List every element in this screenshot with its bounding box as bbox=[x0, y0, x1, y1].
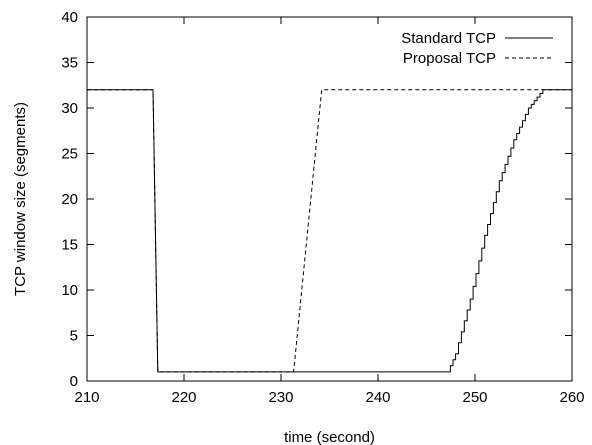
series-line-standard-tcp bbox=[87, 89, 572, 373]
y-axis-title: TCP window size (segments) bbox=[12, 102, 29, 296]
x-tick-label-220: 220 bbox=[171, 389, 196, 406]
x-tick-label-230: 230 bbox=[268, 389, 293, 406]
y-tick-label-40: 40 bbox=[61, 9, 78, 26]
legend-label-standard-tcp: Standard TCP bbox=[401, 30, 496, 47]
plot-frame bbox=[86, 16, 573, 382]
y-tick-label-30: 30 bbox=[61, 100, 78, 117]
y-tick-label-5: 5 bbox=[70, 328, 78, 345]
x-tick-label-250: 250 bbox=[462, 389, 487, 406]
x-tick-label-240: 240 bbox=[365, 389, 390, 406]
series-line-proposal-tcp bbox=[87, 89, 572, 373]
y-tick-label-15: 15 bbox=[61, 237, 78, 254]
x-tick-label-260: 260 bbox=[559, 389, 584, 406]
plot-area: 210 220 230 240 250 260 0 5 10 15 20 25 30 35 40 time (… bbox=[12, 9, 585, 445]
y-tick-label-20: 20 bbox=[61, 191, 78, 208]
y-tick-label-10: 10 bbox=[61, 282, 78, 299]
legend-label-proposal-tcp: Proposal TCP bbox=[403, 50, 496, 67]
y-tick-label-35: 35 bbox=[61, 55, 78, 72]
x-axis-title: time (second) bbox=[284, 429, 375, 445]
x-tick-label-210: 210 bbox=[74, 389, 99, 406]
y-tick-label-25: 25 bbox=[61, 146, 78, 163]
y-tick-label-0: 0 bbox=[70, 373, 78, 390]
